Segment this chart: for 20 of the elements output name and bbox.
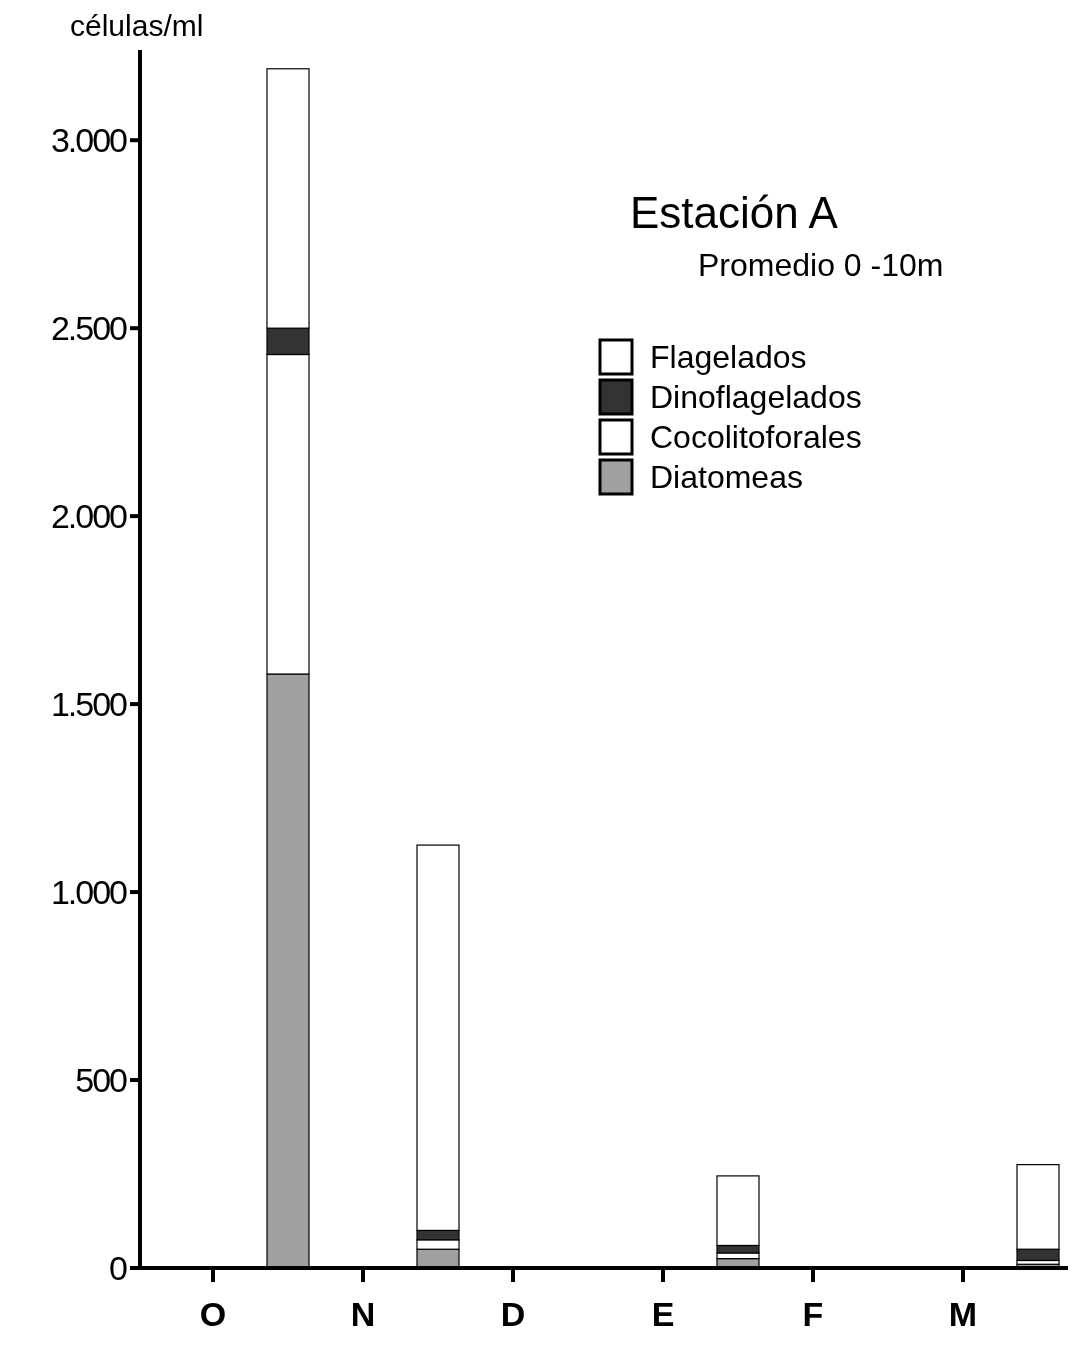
legend-label: Diatomeas [650,459,803,496]
x-tick-label: M [948,1295,978,1333]
y-tick-label: 1.000 [50,872,128,911]
y-tick-label: 3.000 [50,121,128,160]
y-tick-label: 2.000 [50,497,128,536]
y-axis-title: células/ml [70,9,204,42]
text: Estación A [630,188,839,237]
x-tick-label: E [651,1295,675,1333]
legend-label: Cocolitoforales [650,419,862,456]
x-tick-label: D [500,1295,526,1333]
legend-label: Flagelados [650,339,807,376]
text: Promedio 0 -10m [698,247,944,283]
legend-label: Dinoflagelados [650,379,862,416]
x-tick-label: F [802,1295,824,1333]
x-tick-label: N [350,1295,376,1333]
y-tick-label: 500 [75,1060,128,1099]
y-tick-label: 0 [109,1248,128,1287]
x-tick-label: O [199,1295,227,1333]
y-tick-label: 2.500 [50,309,128,348]
y-tick-label: 1.500 [50,685,128,724]
